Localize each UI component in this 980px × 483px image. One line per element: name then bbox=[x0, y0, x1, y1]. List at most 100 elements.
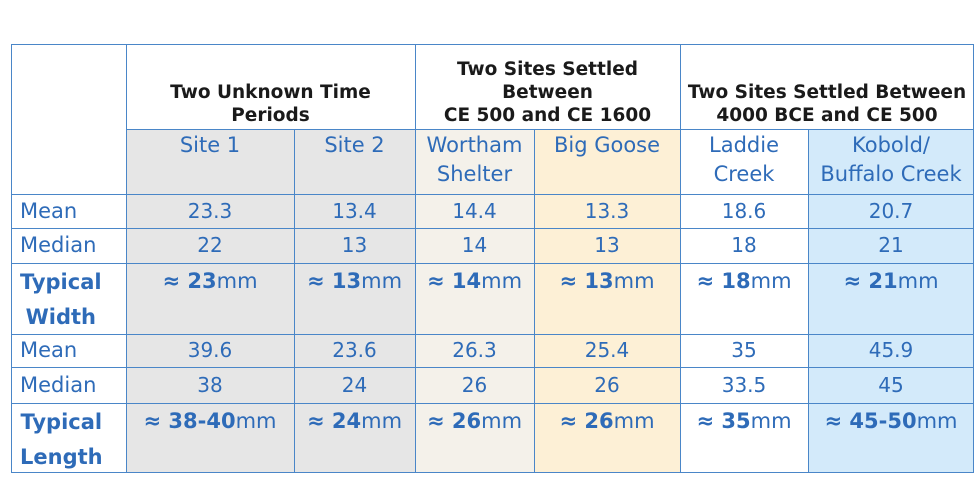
unit-label: mm bbox=[613, 269, 655, 293]
row-label: Median bbox=[11, 367, 126, 403]
typical-value: ≈ 21 bbox=[843, 269, 898, 293]
row-divider bbox=[11, 367, 974, 368]
typical-value: ≈ 13 bbox=[306, 269, 362, 293]
table-cell: 24 bbox=[341, 372, 368, 397]
measurements-table: Two Unknown Time Periods Two Sites Settled… bbox=[11, 44, 974, 473]
table-cell: 26.3 bbox=[452, 338, 497, 362]
table-cell: ≈ 21 mm bbox=[808, 263, 974, 334]
table-cell: ≈ 45-50 mm bbox=[808, 403, 974, 473]
table-cell: 18 bbox=[731, 233, 757, 257]
table-cell: 39.6 bbox=[187, 338, 233, 362]
table-cell: 45.9 bbox=[868, 338, 914, 362]
table-cell: 23.3 bbox=[187, 198, 233, 223]
table-cell: 38 bbox=[197, 372, 223, 397]
table-cell: 20.7 bbox=[868, 198, 914, 223]
table-border-bottom bbox=[11, 472, 974, 473]
table-cell: 35 bbox=[731, 338, 757, 362]
group-header-1: Two Unknown Time Periods bbox=[126, 44, 415, 129]
table-cell: 18.6 bbox=[721, 198, 767, 223]
table-cell: 26 bbox=[594, 372, 620, 397]
table-cell: 14 bbox=[461, 233, 488, 257]
table-cell: 13.3 bbox=[584, 198, 630, 223]
table-cell: 13 bbox=[594, 233, 620, 257]
unit-label: mm bbox=[897, 269, 939, 293]
row-label: Typical Width bbox=[11, 263, 126, 334]
unit-label: mm bbox=[216, 269, 258, 293]
group-header-3: Two Sites Settled Between 4000 BCE and CE… bbox=[680, 44, 974, 129]
table-cell: ≈ 26 mm bbox=[415, 403, 534, 473]
typical-value: ≈ 26 bbox=[559, 409, 614, 433]
column-bg-5 bbox=[680, 129, 808, 473]
table-cell: 45 bbox=[878, 372, 904, 397]
site-column-divider bbox=[294, 129, 295, 473]
column-bg-3 bbox=[415, 129, 534, 473]
table-cell: 13 bbox=[341, 233, 368, 257]
typical-value: ≈ 24 bbox=[306, 409, 362, 433]
table-cell: 26 bbox=[461, 372, 488, 397]
site-header-2: Site 2 bbox=[324, 133, 385, 157]
column-bg-1 bbox=[126, 129, 294, 473]
table-cell: 23.6 bbox=[332, 338, 377, 362]
table-cell: ≈ 23 mm bbox=[126, 263, 294, 334]
table-cell: 13.4 bbox=[332, 198, 377, 223]
table-cell: ≈ 35 mm bbox=[680, 403, 808, 473]
site-header-6: Kobold/Buffalo Creek bbox=[820, 133, 962, 187]
site-header-4: Big Goose bbox=[553, 133, 661, 157]
unit-label: mm bbox=[235, 409, 277, 433]
typical-value: ≈ 14 bbox=[426, 269, 482, 293]
typical-value: ≈ 18 bbox=[696, 269, 751, 293]
table-cell: ≈ 26 mm bbox=[534, 403, 680, 473]
table-border-left bbox=[11, 44, 12, 473]
unit-label: mm bbox=[361, 269, 403, 293]
row-label: Mean bbox=[11, 194, 126, 228]
group-column-divider bbox=[415, 44, 416, 473]
group-header-2: Two Sites Settled Between CE 500 and CE 16… bbox=[415, 44, 680, 129]
typical-value: ≈ 26 bbox=[426, 409, 482, 433]
row-divider bbox=[11, 263, 974, 264]
row-label: Typical Length bbox=[11, 403, 126, 473]
column-bg-6 bbox=[808, 129, 974, 473]
unit-label: mm bbox=[750, 269, 792, 293]
label-column-divider bbox=[126, 44, 127, 473]
row-label: Median bbox=[11, 228, 126, 263]
row-divider bbox=[11, 228, 974, 229]
unit-label: mm bbox=[613, 409, 655, 433]
table-cell: 25.4 bbox=[584, 338, 630, 362]
row-divider bbox=[11, 194, 974, 195]
table-cell: ≈ 24 mm bbox=[294, 403, 415, 473]
row-label: Mean bbox=[11, 334, 126, 367]
table-cell: 22 bbox=[197, 233, 223, 257]
column-bg-2 bbox=[294, 129, 415, 473]
site-header-3: Wortham Shelter bbox=[426, 133, 523, 187]
site-column-divider bbox=[808, 129, 809, 473]
unit-label: mm bbox=[750, 409, 792, 433]
unit-label: mm bbox=[916, 409, 958, 433]
site-column-divider bbox=[534, 129, 535, 473]
typical-value: ≈ 38-40 bbox=[143, 409, 236, 433]
typical-value: ≈ 13 bbox=[559, 269, 614, 293]
column-bg-4 bbox=[534, 129, 680, 473]
group-column-divider bbox=[680, 44, 681, 473]
corner-cell bbox=[11, 44, 126, 129]
table-cell: ≈ 18 mm bbox=[680, 263, 808, 334]
unit-label: mm bbox=[481, 269, 523, 293]
typical-value: ≈ 23 bbox=[162, 269, 217, 293]
table-cell: 14.4 bbox=[452, 198, 497, 223]
table-cell: ≈ 14 mm bbox=[415, 263, 534, 334]
unit-label: mm bbox=[361, 409, 403, 433]
site-header-5: Laddie Creek bbox=[709, 133, 779, 187]
group-divider bbox=[126, 129, 974, 130]
typical-value: ≈ 45-50 bbox=[824, 409, 917, 433]
row-divider bbox=[11, 334, 974, 335]
table-cell: ≈ 38-40 mm bbox=[126, 403, 294, 473]
table-cell: ≈ 13 mm bbox=[534, 263, 680, 334]
table-border-top bbox=[11, 44, 974, 45]
table-cell: ≈ 13 mm bbox=[294, 263, 415, 334]
table-cell: 33.5 bbox=[721, 372, 767, 397]
row-divider bbox=[11, 403, 974, 404]
site-header-1: Site 1 bbox=[179, 133, 241, 157]
typical-value: ≈ 35 bbox=[696, 409, 751, 433]
table-cell: 21 bbox=[878, 233, 904, 257]
unit-label: mm bbox=[481, 409, 523, 433]
table-border-right bbox=[973, 44, 974, 473]
